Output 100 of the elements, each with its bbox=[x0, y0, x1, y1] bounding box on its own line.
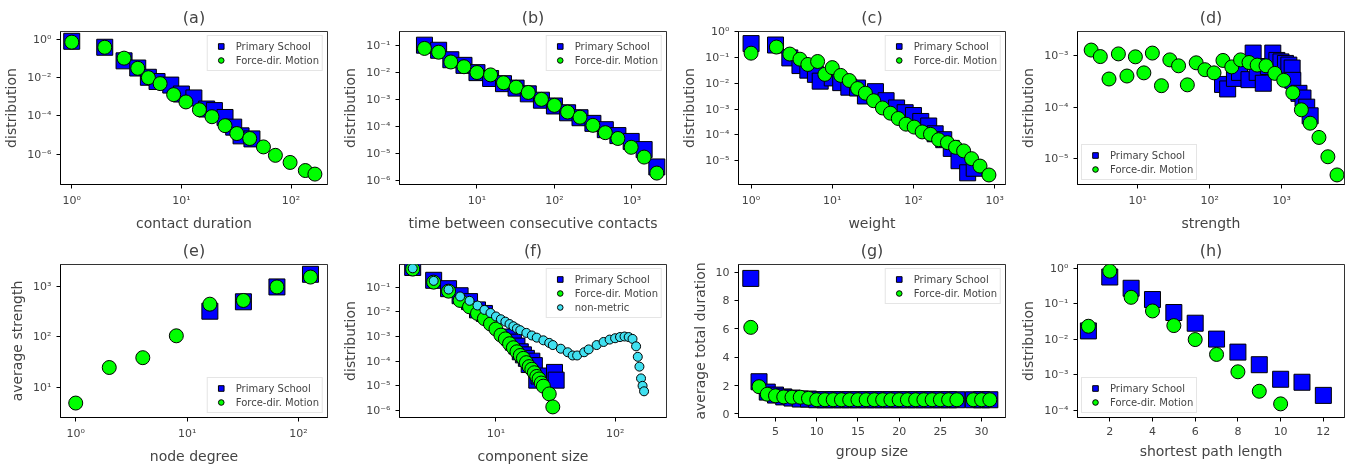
x-tick-label: 8 bbox=[1234, 424, 1242, 438]
y-tick-label: 10³ bbox=[33, 279, 52, 293]
x-tick-label: 4 bbox=[1148, 424, 1156, 438]
legend-label: non-metric bbox=[574, 300, 630, 314]
y-tick-label: 10⁻⁶ bbox=[366, 174, 392, 188]
y-axis-title: distribution bbox=[1020, 301, 1037, 381]
x-axis-title: time between consecutive contacts bbox=[408, 214, 658, 231]
x-tick-label: 10¹ bbox=[1128, 193, 1147, 207]
x-tick-label: 10² bbox=[545, 193, 564, 207]
x-tick-label: 10² bbox=[281, 193, 301, 207]
x-tick-label: 10² bbox=[289, 426, 308, 440]
y-tick-label: 6 bbox=[722, 322, 730, 336]
legend-label: Force-dir. Motion bbox=[574, 286, 658, 300]
legend-label: Primary School bbox=[1110, 148, 1186, 162]
x-tick-label: 10² bbox=[1200, 193, 1219, 207]
legend-label: Force-dir. Motion bbox=[1110, 395, 1194, 409]
legend-label: Force-dir. Motion bbox=[574, 53, 658, 67]
chart-title: (b) bbox=[521, 7, 545, 27]
x-tick-label: 6 bbox=[1191, 424, 1199, 438]
y-tick-label: 10⁻³ bbox=[366, 330, 391, 343]
y-tick-label: 8 bbox=[722, 294, 730, 308]
x-tick-label: 10¹ bbox=[823, 193, 842, 207]
x-axis-title: component size bbox=[477, 447, 589, 464]
y-tick-label: 10⁻⁴ bbox=[366, 119, 392, 133]
y-tick-label: 10⁻¹ bbox=[366, 280, 391, 294]
x-tick-label: 10 bbox=[809, 424, 824, 438]
chart-title: (e) bbox=[182, 240, 206, 260]
y-tick-label: 10² bbox=[33, 330, 52, 344]
y-axis-title: average strength bbox=[9, 280, 26, 402]
x-axis-title: node degree bbox=[149, 447, 239, 464]
y-tick-label: 10⁻⁴ bbox=[366, 354, 392, 368]
legend-label: Primary School bbox=[574, 272, 650, 286]
x-tick-label: 10² bbox=[904, 193, 923, 207]
y-tick-label: 10⁻⁴ bbox=[1044, 100, 1070, 114]
y-tick-label: 10⁻² bbox=[705, 76, 730, 90]
y-axis-title: distribution bbox=[3, 68, 20, 148]
y-tick-label: 10⁻⁴ bbox=[27, 109, 53, 123]
y-tick-label: 10⁻⁵ bbox=[705, 154, 730, 168]
y-tick-label: 10⁰ bbox=[1050, 261, 1070, 275]
x-tick-label: 25 bbox=[933, 424, 948, 438]
y-axis-title: distribution bbox=[1020, 68, 1037, 148]
x-tick-label: 10² bbox=[605, 426, 625, 440]
chart-title: (d) bbox=[1199, 7, 1223, 27]
y-tick-label: 10⁻¹ bbox=[366, 38, 391, 52]
y-axis-title: average total duration bbox=[691, 262, 708, 420]
legend-label: Primary School bbox=[235, 39, 311, 53]
x-tick-label: 10³ bbox=[985, 193, 1004, 207]
y-tick-label: 10⁻² bbox=[27, 71, 52, 85]
y-axis-title: distribution bbox=[342, 68, 359, 148]
y-tick-label: 4 bbox=[722, 351, 730, 365]
chart-title: (f) bbox=[523, 240, 543, 260]
x-tick-label: 15 bbox=[850, 424, 865, 438]
legend-label: Primary School bbox=[1110, 381, 1186, 395]
legend-label: Primary School bbox=[574, 39, 650, 53]
y-tick-label: 10 bbox=[715, 266, 730, 280]
y-tick-label: 10⁻² bbox=[366, 305, 391, 319]
legend-label: Force-dir. Motion bbox=[1110, 162, 1194, 176]
chart-title: (c) bbox=[861, 7, 883, 27]
x-axis-title: contact duration bbox=[136, 214, 252, 231]
y-axis-title: distribution bbox=[681, 68, 698, 148]
y-tick-label: 2 bbox=[722, 379, 730, 393]
x-tick-label: 10¹ bbox=[467, 193, 487, 207]
legend-label: Primary School bbox=[235, 381, 311, 395]
x-tick-label: 5 bbox=[772, 424, 780, 438]
y-tick-label: 10⁻⁵ bbox=[1044, 152, 1069, 166]
x-tick-label: 10³ bbox=[1272, 193, 1291, 207]
x-tick-label: 2 bbox=[1106, 424, 1114, 438]
y-tick-label: 10⁻³ bbox=[705, 102, 730, 116]
x-tick-label: 10 bbox=[1273, 424, 1288, 438]
x-axis-title: weight bbox=[848, 214, 897, 231]
legend-label: Force-dir. Motion bbox=[235, 53, 319, 67]
x-tick-label: 10⁰ bbox=[66, 426, 86, 440]
y-tick-label: 10⁻¹ bbox=[1044, 297, 1069, 311]
y-axis-title: distribution bbox=[342, 301, 359, 381]
chart-title: (g) bbox=[860, 240, 884, 260]
legend-label: Force-dir. Motion bbox=[235, 395, 319, 409]
y-tick-label: 10⁰ bbox=[711, 25, 731, 38]
y-tick-label: 10⁻⁴ bbox=[1044, 403, 1070, 417]
chart-title: (a) bbox=[182, 7, 206, 27]
x-tick-label: 10¹ bbox=[177, 426, 197, 440]
x-tick-label: 10⁰ bbox=[62, 193, 82, 207]
y-tick-label: 10⁻⁵ bbox=[366, 379, 391, 393]
x-tick-label: 10⁰ bbox=[741, 193, 761, 207]
y-tick-label: 10⁻⁴ bbox=[705, 128, 731, 142]
y-tick-label: 10⁻⁵ bbox=[366, 147, 391, 161]
legend-label: Force-dir. Motion bbox=[913, 53, 997, 67]
y-tick-label: 10⁻¹ bbox=[705, 50, 730, 64]
y-tick-label: 10⁻² bbox=[366, 65, 391, 79]
y-tick-label: 10⁰ bbox=[33, 32, 53, 46]
x-axis-title: shortest path length bbox=[1139, 442, 1283, 459]
y-tick-label: 10⁻³ bbox=[1044, 368, 1069, 382]
y-tick-label: 10⁻⁶ bbox=[27, 147, 53, 161]
y-tick-label: 10⁻² bbox=[1044, 332, 1069, 346]
x-axis-title: group size bbox=[835, 442, 909, 459]
x-tick-label: 10³ bbox=[622, 193, 642, 207]
y-tick-label: 0 bbox=[722, 407, 730, 421]
legend-label: Primary School bbox=[913, 272, 989, 286]
legend-label: Primary School bbox=[913, 39, 989, 53]
x-axis-title: strength bbox=[1181, 214, 1241, 231]
x-tick-label: 30 bbox=[974, 424, 989, 438]
